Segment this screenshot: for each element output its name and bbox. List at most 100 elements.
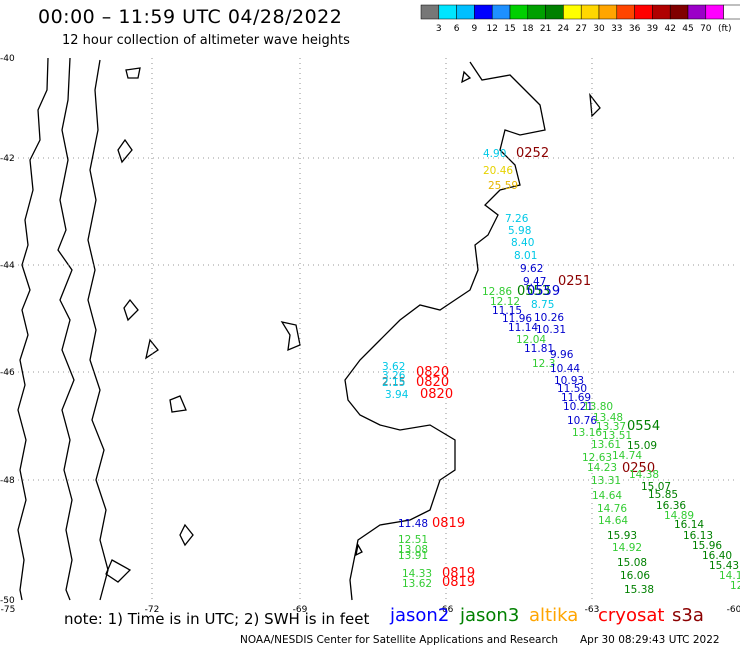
wave-height-label: 8.40 (511, 237, 534, 249)
wave-height-label: 15.38 (624, 584, 654, 596)
wave-height-label: 9.47 (523, 276, 546, 288)
wave-height-label: 10.44 (550, 363, 580, 375)
wave-height-label: 11.48 (398, 518, 428, 530)
wave-height-label: 12.51 (398, 534, 428, 546)
wave-height-label: 5.98 (508, 225, 531, 237)
page-subtitle: 12 hour collection of altimeter wave hei… (62, 33, 350, 48)
wave-height-label: 16.36 (656, 500, 686, 512)
wave-height-label: 10.31 (536, 324, 566, 336)
legend-jason2: jason2 (390, 605, 450, 626)
color-swatch (723, 4, 740, 20)
wave-height-label: 16.14 (674, 519, 704, 531)
wave-height-label: 14.33 (402, 568, 432, 580)
wave-height-label: 11.50 (557, 383, 587, 395)
wave-height-label: 16.40 (702, 550, 732, 562)
footer-note: note: 1) Time is in UTC; 2) SWH is in fe… (64, 610, 370, 628)
wave-height-label: 13.62 (402, 578, 432, 590)
pass-time-label: 0819 (442, 566, 475, 581)
longitude-label: -69 (293, 605, 308, 615)
wave-height-label: 13.91 (398, 550, 428, 562)
wave-height-label: 11.69 (561, 392, 591, 404)
observation-labels: 4.90 025220.4625.597.265.988.408.019.629.… (382, 146, 740, 596)
wave-height-label: 14.38 (629, 469, 659, 481)
pass-time-label: 0820 (416, 365, 449, 380)
scale-tick-label: 70 (700, 24, 712, 34)
wave-height-label: 10.26 (534, 312, 564, 324)
wave-height-label: 13.61 (591, 439, 621, 451)
latitude-label: -50 (0, 596, 15, 606)
wave-height-label: 15.85 (648, 489, 678, 501)
wave-height-label: 10.93 (554, 375, 584, 387)
latitude-label: -46 (0, 368, 15, 378)
scale-tick-label: 24 (558, 24, 570, 34)
wave-height-label: 14.89 (664, 510, 694, 522)
wave-height-label: 16.06 (620, 570, 650, 582)
wave-height-label: 15.96 (692, 540, 722, 552)
wave-height-label: 15.93 (607, 530, 637, 542)
wave-height-label: 16.13 (683, 530, 713, 542)
wave-height-label: 12.12 (490, 296, 520, 308)
wave-height-label: 8.01 (514, 250, 537, 262)
wave-height-label: 13.37 (596, 421, 626, 433)
pass-time-label: 0250 (622, 461, 655, 476)
pass-time-label: 0820 (416, 375, 449, 390)
scale-tick-label: 3 (436, 24, 442, 34)
coastline (17, 57, 601, 601)
longitude-label: -60 (727, 605, 740, 615)
wave-height-label: 15.07 (641, 481, 671, 493)
legend-jason3: jason3 (460, 605, 520, 626)
wave-height-label: 12.04 (516, 334, 546, 346)
wave-height-label: 14.64 (598, 515, 628, 527)
wave-height-label: 14.74 (612, 450, 642, 462)
pass-time-label: 0251 (558, 274, 591, 289)
scale-tick-label: 27 (575, 24, 586, 34)
scale-tick-label: 33 (611, 24, 622, 34)
pass-time-label: 0554 (627, 419, 660, 434)
wave-height-label: 10.21 (563, 401, 593, 413)
longitude-label: -75 (1, 605, 16, 615)
wave-height-label: 13.48 (593, 412, 623, 424)
wave-height-label: 11.15 (492, 305, 522, 317)
scale-tick-label: 42 (664, 24, 675, 34)
wave-height-label: 14.64 (592, 490, 622, 502)
scale-tick-label: 39 (647, 24, 659, 34)
wave-height-label: 11.14 (508, 322, 538, 334)
wave-height-label: 25.59 (488, 180, 518, 192)
wave-height-label: 3.94 (385, 389, 409, 401)
wave-height-label: 14.1 (719, 570, 740, 582)
scale-unit-label: (ft) (718, 24, 732, 34)
wave-height-label: 2.15 (382, 376, 405, 388)
wave-height-label: 20.46 (483, 165, 513, 177)
scale-tick-label: 12 (486, 24, 497, 34)
wave-height-label: 9.96 (550, 349, 574, 361)
wave-height-label: 3.26 (382, 370, 406, 382)
axis-tick-labels: -75 -72 -69 -66 -63 -60 -40 -42 -44 -46 -48 -50 (0, 54, 740, 615)
wave-height-label: 4.90 (483, 148, 506, 160)
wave-height-label: 15.43 (709, 560, 739, 572)
latitude-label: -44 (0, 261, 15, 271)
legend-altika: altika (529, 605, 579, 626)
color-scale-legend: 3 6 9 12 15 18 21 24 27 30 33 36 39 42 45 70 (ft) (420, 4, 740, 34)
scale-tick-label: 9 (472, 24, 478, 34)
scale-tick-label: 6 (454, 24, 460, 34)
generated-timestamp: Apr 30 08:29:43 UTC 2022 (580, 634, 720, 646)
wave-height-label: 13.51 (602, 430, 632, 442)
scale-tick-label: 36 (629, 24, 641, 34)
page-title: 00:00 – 11:59 UTC 04/28/2022 (38, 6, 343, 28)
legend-cryosat: cryosat (598, 605, 665, 626)
scale-tick-label: 21 (540, 24, 551, 34)
longitude-label: -66 (439, 605, 454, 615)
scale-tick-label: 15 (504, 24, 515, 34)
pass-time-label: 0819 (432, 516, 465, 531)
graticule (8, 58, 738, 600)
pass-time-label: 0252 (516, 146, 549, 161)
latitude-label: -48 (0, 476, 15, 486)
wave-height-label: 12 (730, 580, 740, 592)
longitude-label: -72 (145, 605, 160, 615)
wave-height-label: 11.96 (502, 313, 532, 325)
longitude-label: -63 (585, 605, 600, 615)
wave-height-label: 2.15 (382, 377, 405, 389)
scale-tick-label: 30 (593, 24, 605, 34)
wave-height-label: 10.76 (567, 415, 597, 427)
